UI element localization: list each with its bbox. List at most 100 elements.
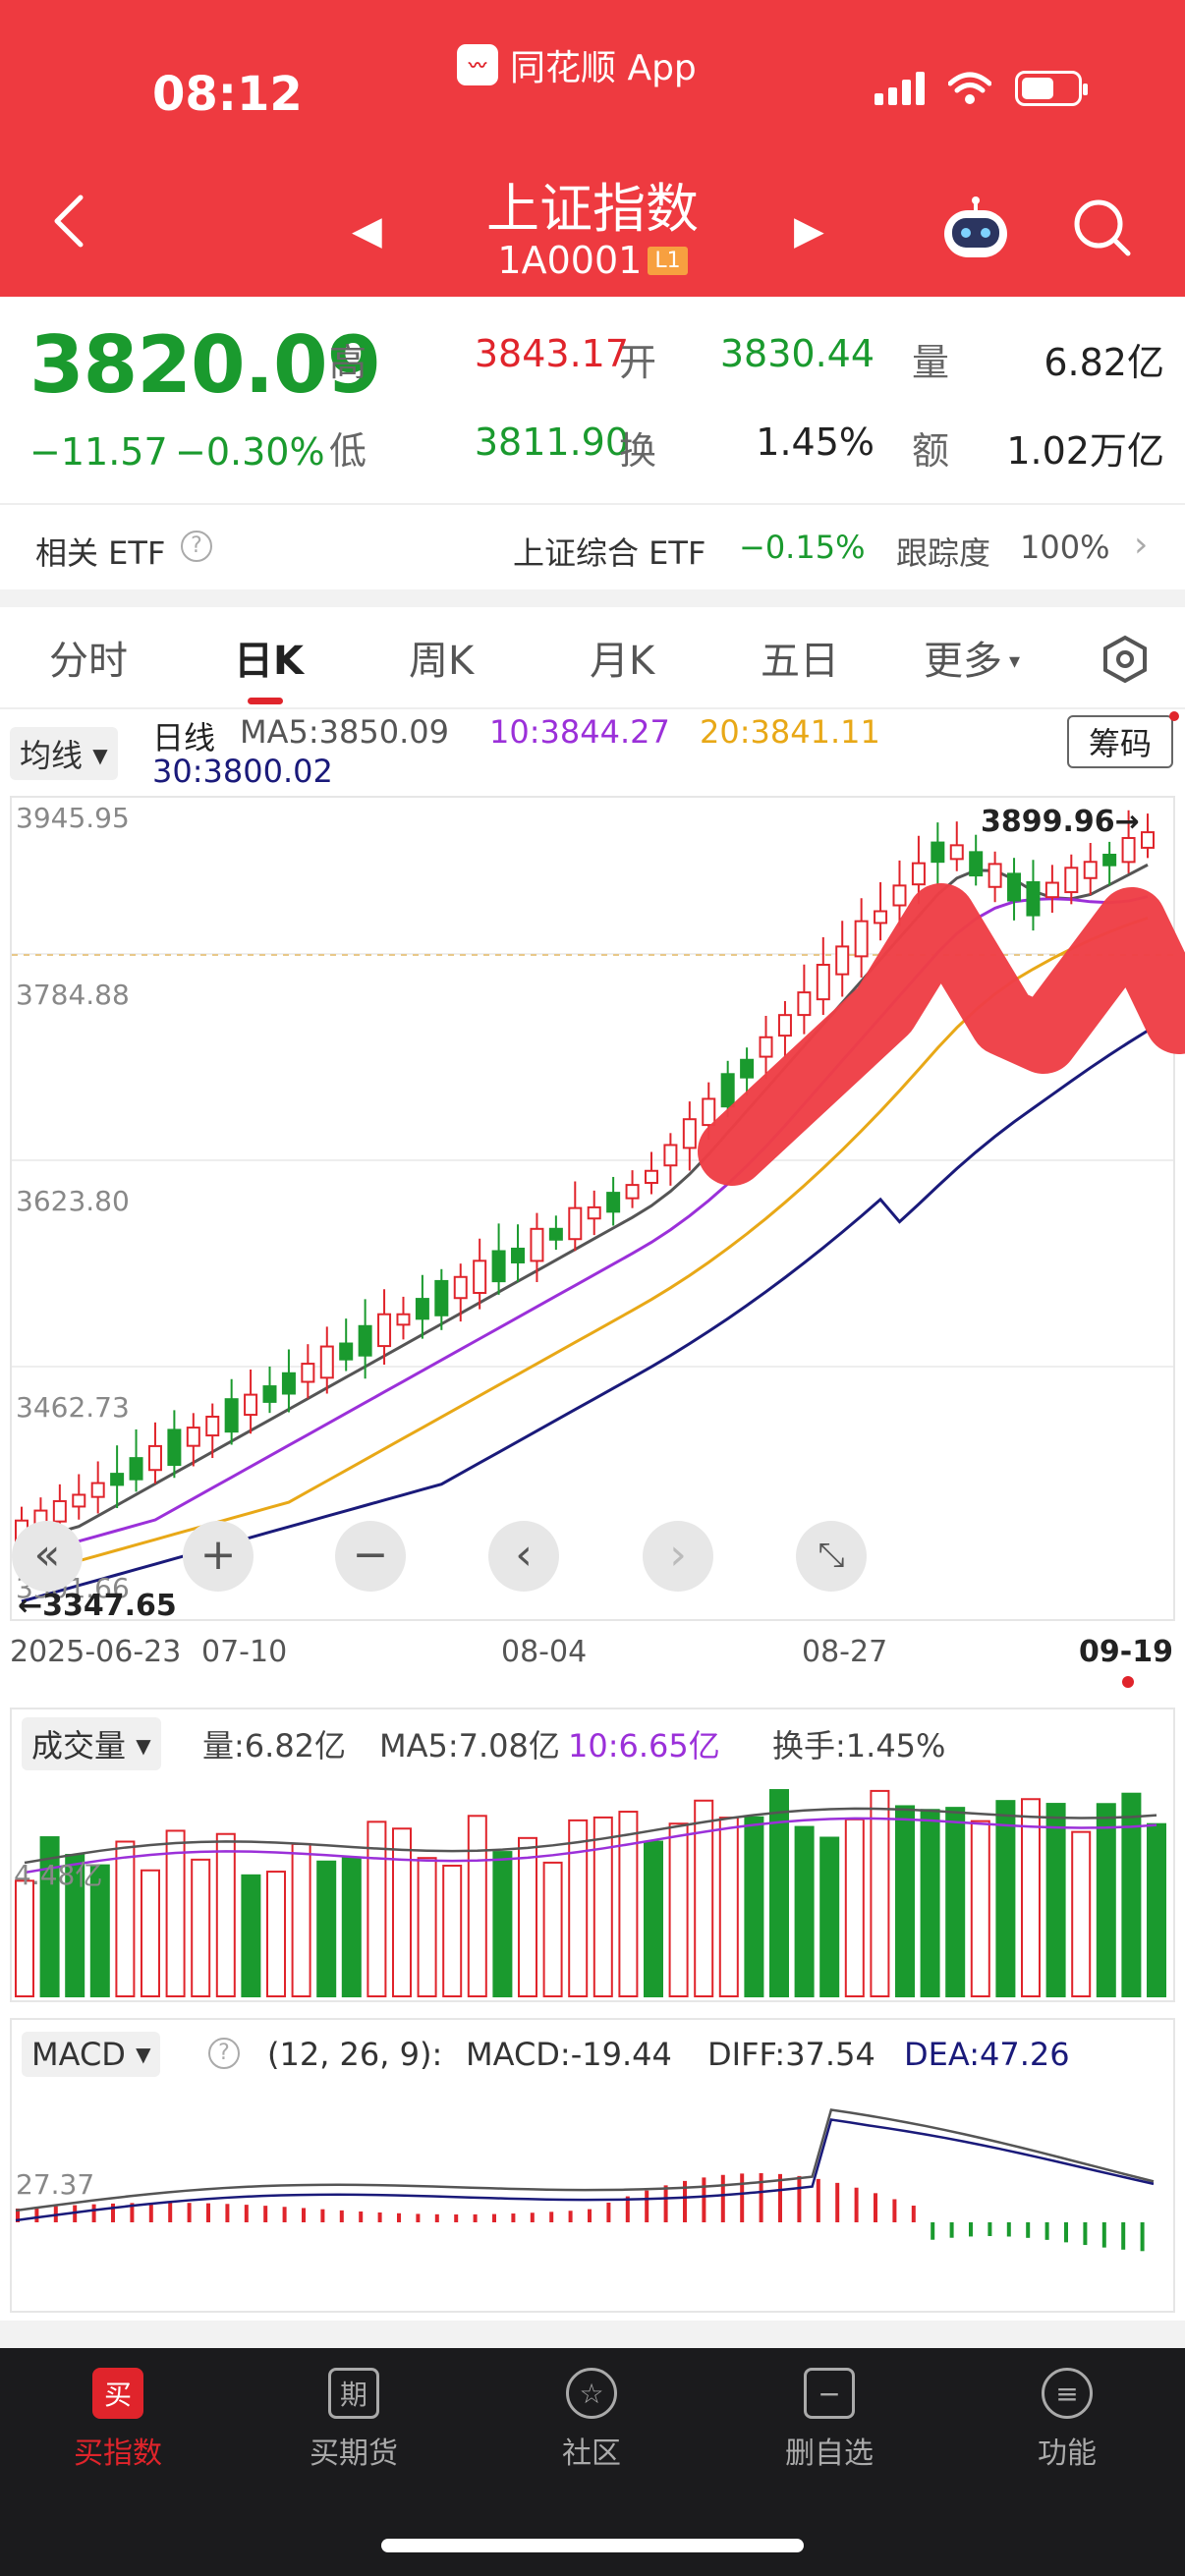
candle <box>568 1206 583 1241</box>
home-indicator <box>381 2539 804 2552</box>
volume-bar <box>392 1827 412 1997</box>
community-icon: ☆ <box>566 2368 617 2419</box>
notification-dot <box>1169 711 1179 721</box>
volume-bar <box>568 1819 589 1997</box>
tab-monthly-k[interactable]: 月K <box>590 639 655 684</box>
tab-five-day[interactable]: 五日 <box>761 639 839 684</box>
indicator-select[interactable]: 均线 ▼ <box>10 727 118 780</box>
tab-intraday[interactable]: 分时 <box>49 639 128 684</box>
macd-help-icon[interactable]: ? <box>208 2038 240 2069</box>
macd-dea-line <box>15 2118 1155 2222</box>
kline-chart[interactable]: 3945.95 3784.88 3623.80 3462.73 3301.66 … <box>0 786 1185 1670</box>
scroll-left-fast-icon[interactable]: « <box>12 1521 83 1592</box>
volume-bar <box>970 1820 990 1997</box>
tab-weekly-k[interactable]: 周K <box>409 639 475 684</box>
date-3: 08-27 <box>802 1635 888 1669</box>
low-label: 低 <box>329 429 367 473</box>
scroll-right-icon[interactable]: › <box>643 1521 713 1592</box>
related-etf-row[interactable]: 相关 ETF ? 上证综合 ETF −0.15% 跟踪度 100% › <box>0 503 1185 591</box>
zoom-out-icon[interactable]: − <box>335 1521 406 1592</box>
candle <box>339 1342 354 1361</box>
macd-chart[interactable]: 27.37 <box>0 2073 1185 2309</box>
bottom-nav: 买 买指数 期 买期货 ☆ 社区 − 删自选 ≡ 功能 <box>0 2348 1185 2576</box>
volume-bar <box>1147 1822 1166 1998</box>
tab-more[interactable]: 更多 ▾ <box>924 629 1020 686</box>
volume-select[interactable]: 成交量 ▼ <box>22 1717 161 1770</box>
volume-bar <box>266 1871 286 1997</box>
macd-y-label: 27.37 <box>16 2168 94 2201</box>
volume-y-label: 4.48亿 <box>14 1859 102 1891</box>
futures-icon: 期 <box>328 2368 379 2419</box>
nav-remove-watchlist[interactable]: − 删自选 <box>751 2368 908 2472</box>
candle <box>473 1260 487 1295</box>
candle <box>434 1279 449 1316</box>
candle <box>358 1324 372 1357</box>
volume-bar <box>467 1815 487 1997</box>
candle <box>224 1398 239 1433</box>
candle <box>663 1144 678 1167</box>
y-label-0: 3945.95 <box>16 802 130 834</box>
volume-bar <box>89 1864 110 1997</box>
nav-buy-futures-label: 买期货 <box>310 2436 398 2471</box>
high-marker: 3899.96→ <box>981 805 1140 839</box>
macd-dea: DEA:47.26 <box>904 2036 1070 2073</box>
hand-drawn-marker <box>698 883 1185 1186</box>
caret-down-icon: ▼ <box>136 1734 151 1758</box>
help-icon[interactable]: ? <box>181 531 212 562</box>
section-divider <box>0 2321 1185 2348</box>
volume-bar <box>1121 1792 1142 1997</box>
macd-value: MACD:-19.44 <box>466 2036 672 2073</box>
volume-bar <box>1021 1798 1041 1998</box>
ma5-line <box>21 863 1149 1544</box>
nav-functions[interactable]: ≡ 功能 <box>988 2368 1146 2472</box>
fullscreen-icon[interactable]: ⤡ <box>796 1521 867 1592</box>
volume-bar <box>668 1822 689 1997</box>
macd-diff: DIFF:37.54 <box>707 2036 875 2073</box>
candle <box>453 1275 468 1300</box>
tab-daily-k[interactable]: 日K <box>234 639 304 684</box>
volume-bar <box>694 1799 714 1997</box>
nav-buy-index[interactable]: 买 买指数 <box>39 2368 197 2472</box>
high-value: 3843.17 <box>474 332 629 375</box>
volume-bar <box>895 1805 915 1998</box>
candle <box>874 910 888 924</box>
volume-bar <box>920 1809 940 1997</box>
settings-hexagon-icon[interactable] <box>1100 635 1150 684</box>
candle <box>110 1473 125 1486</box>
volume-ma10: 10:6.65亿 <box>568 1727 720 1764</box>
macd-select[interactable]: MACD ▼ <box>22 2032 161 2077</box>
volume-bar <box>794 1825 815 1997</box>
date-4: 09-19 <box>1079 1635 1173 1669</box>
prev-index-icon[interactable]: ◀ <box>352 208 382 253</box>
tab-more-label: 更多 <box>924 639 1002 684</box>
candle <box>759 1036 773 1058</box>
nav-functions-label: 功能 <box>1038 2436 1097 2471</box>
track-label: 跟踪度 <box>896 534 991 572</box>
buy-icon: 买 <box>92 2368 143 2419</box>
candle <box>702 1097 716 1127</box>
ma30-line <box>21 1029 1149 1603</box>
volume-value: 量:6.82亿 <box>202 1727 347 1764</box>
volume-bar <box>1096 1803 1116 1997</box>
chips-button[interactable]: 筹码 <box>1066 715 1173 768</box>
search-icon[interactable] <box>1071 196 1134 259</box>
candle <box>797 991 812 1017</box>
nav-community[interactable]: ☆ 社区 <box>513 2368 670 2472</box>
nav-remove-watchlist-label: 删自选 <box>785 2436 874 2471</box>
next-index-icon[interactable]: ▶ <box>794 208 824 253</box>
active-tab-underline <box>248 698 283 704</box>
volume-chart[interactable]: 4.48亿 <box>0 1768 1185 2000</box>
back-icon[interactable] <box>47 192 90 251</box>
volume-select-label: 成交量 <box>31 1727 127 1764</box>
robot-assistant-icon[interactable] <box>938 196 1013 263</box>
candle <box>167 1428 182 1467</box>
scroll-left-icon[interactable]: ‹ <box>488 1521 559 1592</box>
zoom-in-icon[interactable]: + <box>183 1521 254 1592</box>
candle <box>1026 881 1041 917</box>
volume-bar <box>492 1851 513 1997</box>
nav-buy-index-label: 买指数 <box>74 2436 162 2471</box>
volume-turnover: 换手:1.45% <box>772 1727 946 1764</box>
date-axis: 2025-06-23 07-10 08-04 08-27 09-19 <box>0 1619 1185 1688</box>
nav-buy-futures[interactable]: 期 买期货 <box>275 2368 432 2472</box>
candle <box>548 1227 563 1241</box>
